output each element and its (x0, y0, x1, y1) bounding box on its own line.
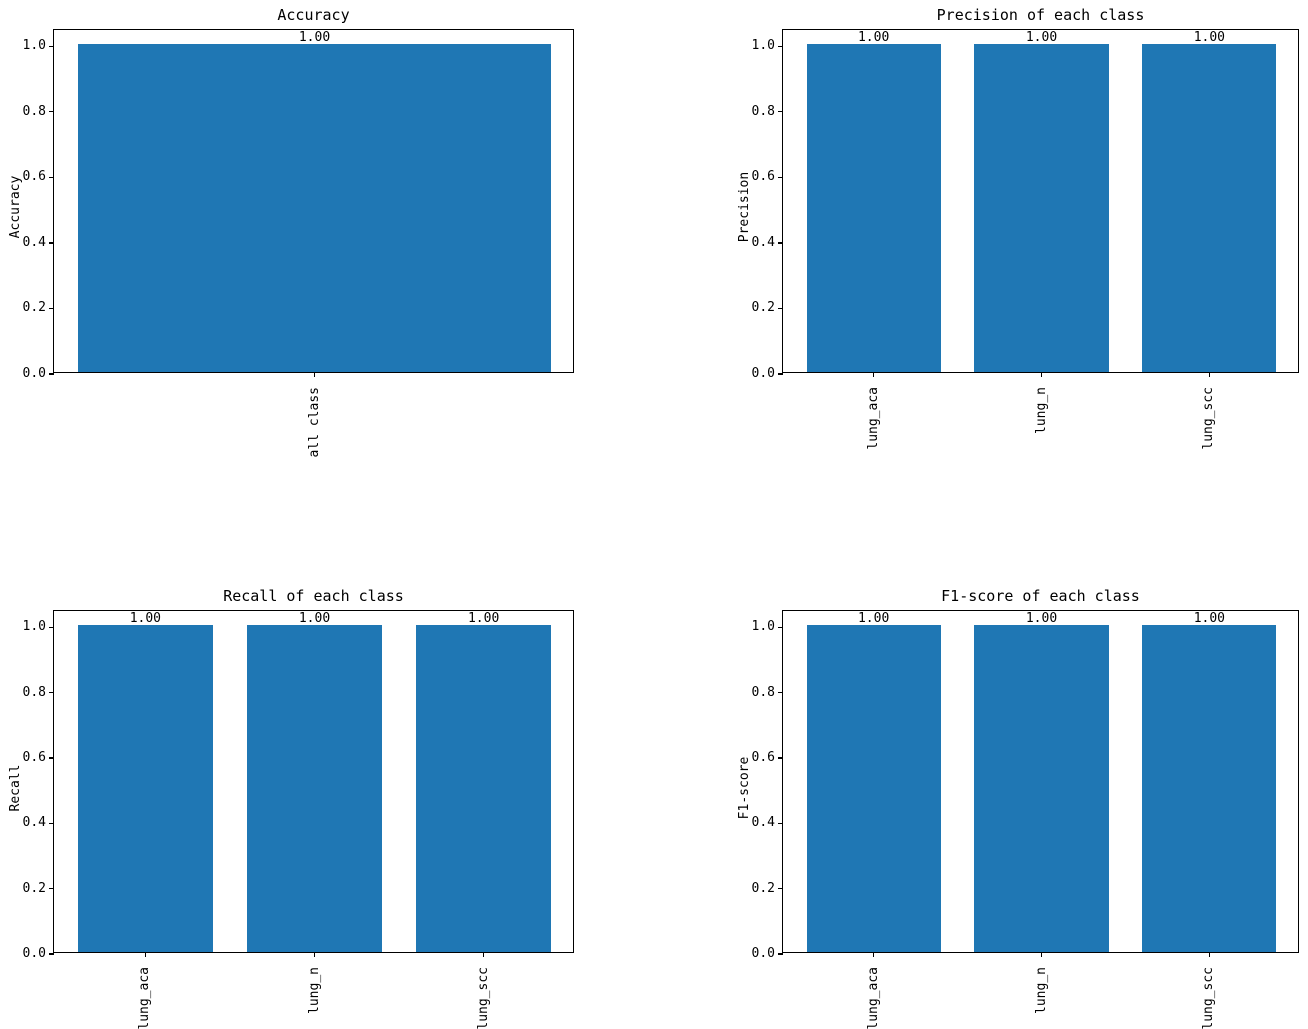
axes-f1-score: F1-score of each class F1-score 0.0 0.2 0.4 0… (737, 588, 1299, 1029)
y-tick-label: 0.0 (751, 366, 775, 381)
bar (974, 44, 1109, 372)
y-tick-label: 0.2 (751, 880, 775, 896)
y-tick-mark (49, 822, 54, 824)
bar (77, 44, 552, 372)
y-tick-mark (49, 111, 54, 113)
x-tick-mark (1040, 952, 1043, 957)
bar-value-label: 1.00 (857, 30, 890, 46)
y-tick-mark (778, 111, 783, 113)
x-tick-mark (873, 372, 875, 377)
y-tick-label: 0.8 (751, 103, 775, 119)
y-tick-label: 1.0 (22, 619, 46, 635)
x-tick-mark (1040, 372, 1043, 377)
x-tick-label: lung_n (306, 967, 322, 1014)
y-tick-mark (778, 242, 783, 244)
y-tick-label: 1.0 (22, 38, 46, 54)
y-tick-label: 0.6 (751, 169, 775, 185)
y-tick-label: 1.0 (751, 619, 775, 635)
x-tick-mark (144, 952, 146, 957)
y-tick-mark (778, 626, 783, 628)
y-tick-mark (778, 307, 783, 310)
y-tick-mark (49, 626, 54, 628)
y-tick-mark (49, 953, 54, 955)
y-tick-label: 0.0 (22, 366, 46, 381)
x-tick-mark (873, 952, 875, 957)
y-tick-mark (778, 373, 783, 375)
y-tick-mark (778, 888, 783, 890)
x-tick-mark (1208, 372, 1210, 377)
chart-title: Precision of each class (936, 6, 1145, 24)
axes-accuracy: Accuracy Accuracy 0.0 0.2 0.4 0.6 0.8 1.0 1.00 al… (8, 7, 574, 457)
bar-value-label: 1.00 (1193, 30, 1225, 46)
bar-value-label: 1.00 (298, 611, 331, 627)
bar-value-label: 1.00 (1025, 30, 1058, 46)
y-tick-mark (49, 757, 54, 759)
y-tick-label: 0.2 (22, 300, 46, 316)
x-tick-label: lung_scc (475, 967, 491, 1029)
y-tick-mark (778, 822, 783, 824)
y-tick-mark (49, 242, 54, 244)
y-tick-label: 0.6 (22, 750, 46, 765)
y-tick-mark (49, 45, 54, 47)
y-tick-label: 0.4 (751, 234, 775, 250)
bar-value-label: 1.00 (1025, 611, 1058, 627)
bar-value-label: 1.00 (298, 30, 331, 46)
bar (806, 625, 941, 952)
x-tick-label: lung_scc (1201, 387, 1217, 450)
y-tick-label: 0.6 (22, 169, 46, 185)
x-tick-mark (313, 952, 316, 957)
y-tick-label: 0.2 (751, 300, 775, 316)
bar-value-label: 1.00 (1193, 611, 1225, 627)
y-tick-mark (778, 45, 783, 47)
y-tick-mark (778, 692, 783, 694)
y-tick-label: 0.4 (22, 815, 46, 831)
y-tick-mark (49, 888, 54, 890)
y-tick-label: 0.0 (751, 946, 775, 961)
y-tick-label: 0.8 (22, 684, 46, 700)
chart-title: Accuracy (277, 6, 350, 24)
y-tick-mark (49, 307, 54, 310)
bar-value-label: 1.00 (467, 611, 500, 627)
x-tick-label: lung_aca (865, 387, 881, 450)
chart-title: F1-score of each class (941, 587, 1140, 605)
bar (415, 625, 552, 952)
x-tick-label: lung_n (1033, 387, 1049, 434)
y-tick-label: 0.2 (22, 880, 46, 896)
bar (806, 44, 941, 372)
y-tick-mark (778, 757, 783, 759)
y-tick-label: 0.4 (751, 815, 775, 831)
bar (1142, 44, 1277, 372)
x-tick-label: lung_aca (137, 967, 153, 1029)
x-tick-label: all class (306, 387, 322, 458)
axes-precision: Precision of each class Precision 0.0 0.2 0.… (737, 7, 1299, 450)
y-tick-label: 0.6 (751, 750, 775, 765)
y-tick-label: 0.8 (751, 684, 775, 700)
bar (1142, 625, 1277, 952)
x-tick-mark (1208, 952, 1210, 957)
y-tick-label: 0.8 (22, 103, 46, 119)
bar (974, 625, 1109, 952)
y-tick-label: 0.4 (22, 234, 46, 250)
y-tick-mark (778, 953, 783, 955)
axes-recall: Recall of each class Recall 0.0 0.2 0.4 0.6 0.… (8, 588, 574, 1029)
y-tick-mark (49, 373, 54, 375)
bar (77, 625, 213, 952)
x-tick-mark (313, 372, 316, 377)
bar-value-label: 1.00 (857, 611, 890, 627)
chart-title: Recall of each class (223, 587, 404, 605)
x-tick-label: lung_n (1033, 967, 1049, 1014)
x-tick-mark (483, 952, 485, 957)
y-tick-mark (49, 176, 54, 179)
x-tick-label: lung_aca (865, 967, 881, 1029)
y-tick-label: 0.0 (22, 946, 46, 961)
bar-value-label: 1.00 (129, 611, 161, 627)
y-tick-mark (49, 692, 54, 694)
y-tick-mark (778, 176, 783, 179)
y-tick-label: 1.0 (751, 38, 775, 54)
y-axis-label: Recall (8, 764, 23, 811)
bar (246, 625, 383, 952)
x-tick-label: lung_scc (1201, 967, 1217, 1029)
